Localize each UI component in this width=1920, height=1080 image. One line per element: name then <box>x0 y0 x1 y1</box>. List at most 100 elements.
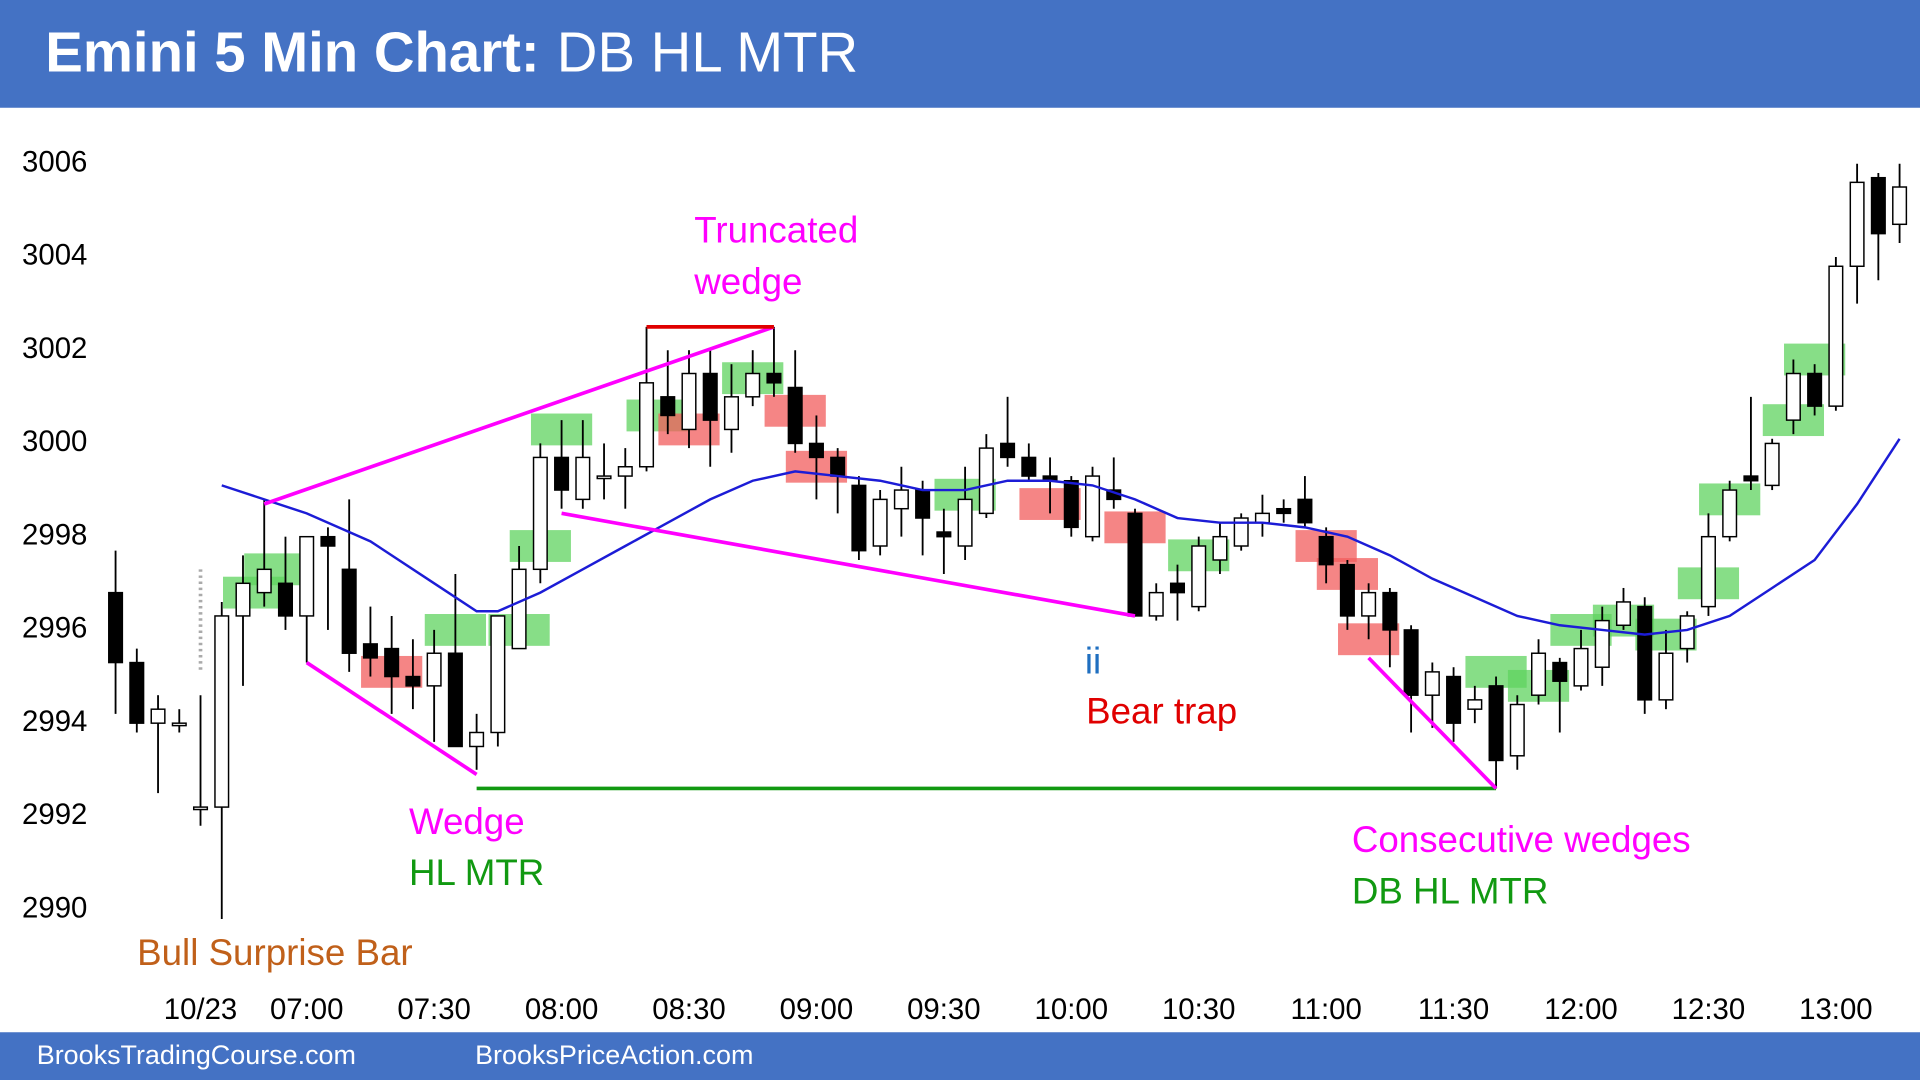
signal-box <box>244 553 306 586</box>
candle-body <box>893 489 909 510</box>
candle-body <box>830 456 846 477</box>
candle-body <box>1573 647 1589 687</box>
candle-body <box>511 568 527 650</box>
candle-body <box>978 447 994 515</box>
candle-body <box>1169 582 1186 594</box>
footer-bar <box>0 1032 1920 1080</box>
candle-body <box>235 582 251 617</box>
y-tick-label: 3000 <box>22 425 87 458</box>
candle-body <box>851 484 867 552</box>
candle-body <box>341 568 357 654</box>
candle-body <box>1552 661 1568 682</box>
x-tick-label: 10/23 <box>164 993 238 1026</box>
candle-body <box>1870 176 1886 235</box>
candle-body <box>1849 181 1865 268</box>
candle-body <box>447 652 463 748</box>
trend-line <box>305 661 478 776</box>
footer-text: BrooksTradingCourse.com <box>37 1040 356 1070</box>
candle-body <box>214 615 230 808</box>
candle-body <box>150 708 166 724</box>
title-rest: DB HL MTR <box>557 20 858 83</box>
candle-body <box>320 535 336 547</box>
candle-body <box>426 652 442 687</box>
annotation: Bear trap <box>1086 691 1237 732</box>
candle-body <box>1254 512 1270 524</box>
candle-body <box>1021 456 1037 477</box>
candle-body <box>1892 186 1908 226</box>
candle-body <box>171 722 187 727</box>
trend-line <box>263 325 775 506</box>
candle-body <box>1615 601 1632 626</box>
candle-body <box>766 372 782 384</box>
candle-body <box>1000 442 1016 459</box>
candle-body <box>1509 703 1525 757</box>
candle-body <box>936 531 952 538</box>
candle-body <box>872 498 888 547</box>
candle-body <box>1318 535 1334 566</box>
candle-body <box>1488 685 1504 762</box>
x-tick-label: 12:30 <box>1672 993 1746 1026</box>
x-tick-label: 07:00 <box>270 993 344 1026</box>
candle-body <box>1127 512 1143 617</box>
candle-body <box>702 372 718 421</box>
candle-body <box>1531 652 1547 696</box>
x-tick-label: 11:30 <box>1418 993 1489 1026</box>
y-tick-label: 2990 <box>22 891 87 924</box>
candle-body <box>915 489 931 519</box>
candle-body <box>384 647 400 678</box>
candle-body <box>681 372 697 431</box>
x-tick-label: 10:00 <box>1035 993 1109 1026</box>
y-tick-label: 3004 <box>22 239 87 272</box>
candle-body <box>1276 507 1292 515</box>
annotation: DB HL MTR <box>1352 871 1549 912</box>
candle-body <box>405 675 421 687</box>
x-tick-label: 08:00 <box>525 993 599 1026</box>
chart-title: Emini 5 Min Chart: DB HL MTR <box>45 20 858 83</box>
x-tick-label: 11:00 <box>1290 993 1361 1026</box>
candle-body <box>1446 675 1462 724</box>
trend-line <box>561 511 1136 618</box>
candle-body <box>957 498 973 547</box>
x-tick-label: 08:30 <box>652 993 726 1026</box>
x-tick-label: 13:00 <box>1799 993 1873 1026</box>
candle-body <box>1361 591 1377 617</box>
annotation: Consecutive wedges <box>1352 819 1691 860</box>
candle-body <box>192 806 209 811</box>
candle-body <box>1382 591 1398 631</box>
annotation: HL MTR <box>409 852 544 893</box>
candle-body <box>490 615 506 734</box>
candle-body <box>1297 498 1313 524</box>
candle-body <box>1807 372 1823 407</box>
annotation: wedge <box>693 261 802 302</box>
y-tick-label: 2998 <box>22 518 87 551</box>
y-tick-label: 2996 <box>22 612 87 645</box>
x-tick-label: 07:30 <box>397 993 471 1026</box>
candle-body <box>1339 563 1355 617</box>
candle-body <box>299 535 315 617</box>
candle-body <box>129 661 145 724</box>
candle-body <box>1148 591 1164 617</box>
candle-body <box>1785 372 1801 421</box>
candle-body <box>723 396 740 431</box>
y-tick-label: 3002 <box>22 332 87 365</box>
x-tick-label: 09:00 <box>780 993 854 1026</box>
candle-body <box>745 372 761 398</box>
candle-body <box>1764 442 1780 487</box>
candle-body <box>1084 475 1101 538</box>
x-tick-label: 09:30 <box>907 993 981 1026</box>
candle-body <box>638 382 655 468</box>
trend-line <box>1367 656 1498 790</box>
candle-body <box>1637 605 1653 701</box>
candle-body <box>787 386 803 445</box>
candle-body <box>469 731 485 748</box>
y-tick-label: 3006 <box>22 145 87 178</box>
candle-body <box>554 456 570 491</box>
title-bold: Emini 5 Min Chart: <box>45 20 539 83</box>
candle-body <box>1467 699 1483 710</box>
candle-body <box>277 582 294 617</box>
x-tick-label: 10:30 <box>1162 993 1236 1026</box>
plot: 2990 2992 2994 2996 2998 3000 3002 3004 3006 10/2… <box>22 145 1908 1026</box>
candle-body <box>1722 489 1738 538</box>
